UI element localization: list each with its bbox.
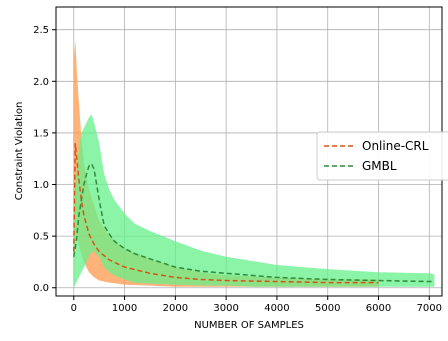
- y-tick-label-2: 1.0: [33, 180, 49, 191]
- y-tick-label-1: 0.5: [33, 232, 49, 243]
- x-tick-label-1: 1000: [112, 303, 137, 314]
- y-tick-label-4: 2.0: [33, 77, 49, 88]
- legend-box: [316, 131, 448, 181]
- confidence-bands: [73, 40, 435, 288]
- line-series-1: [73, 162, 435, 283]
- band-series-1: [73, 114, 435, 288]
- x-tick-label-2: 2000: [163, 303, 188, 314]
- x-axis-label: NUMBER OF SAMPLES: [194, 320, 304, 331]
- x-tick-label-6: 6000: [366, 303, 391, 314]
- y-tick-label-3: 1.5: [33, 128, 49, 139]
- legend: Online-CRL GMBL: [316, 131, 448, 181]
- x-axis-ticks: 0 1000 2000 3000 4000 5000 6000 7000: [71, 296, 442, 314]
- series-lines: [73, 143, 435, 284]
- y-axis-ticks: 0.0 0.5 1.0 1.5 2.0 2.5: [33, 25, 56, 294]
- legend-label-gmbl: GMBL: [362, 159, 397, 173]
- y-axis-label: Constraint Violation: [14, 102, 25, 201]
- x-tick-label-5: 5000: [315, 303, 340, 314]
- line-series-0: [73, 143, 379, 284]
- y-tick-label-5: 2.5: [33, 25, 49, 36]
- y-tick-label-0: 0.0: [33, 283, 49, 294]
- legend-label-online-crl: Online-CRL: [362, 139, 429, 153]
- x-tick-label-3: 3000: [213, 303, 238, 314]
- x-tick-label-0: 0: [71, 303, 77, 314]
- x-tick-label-4: 4000: [264, 303, 289, 314]
- x-tick-label-7: 7000: [417, 303, 442, 314]
